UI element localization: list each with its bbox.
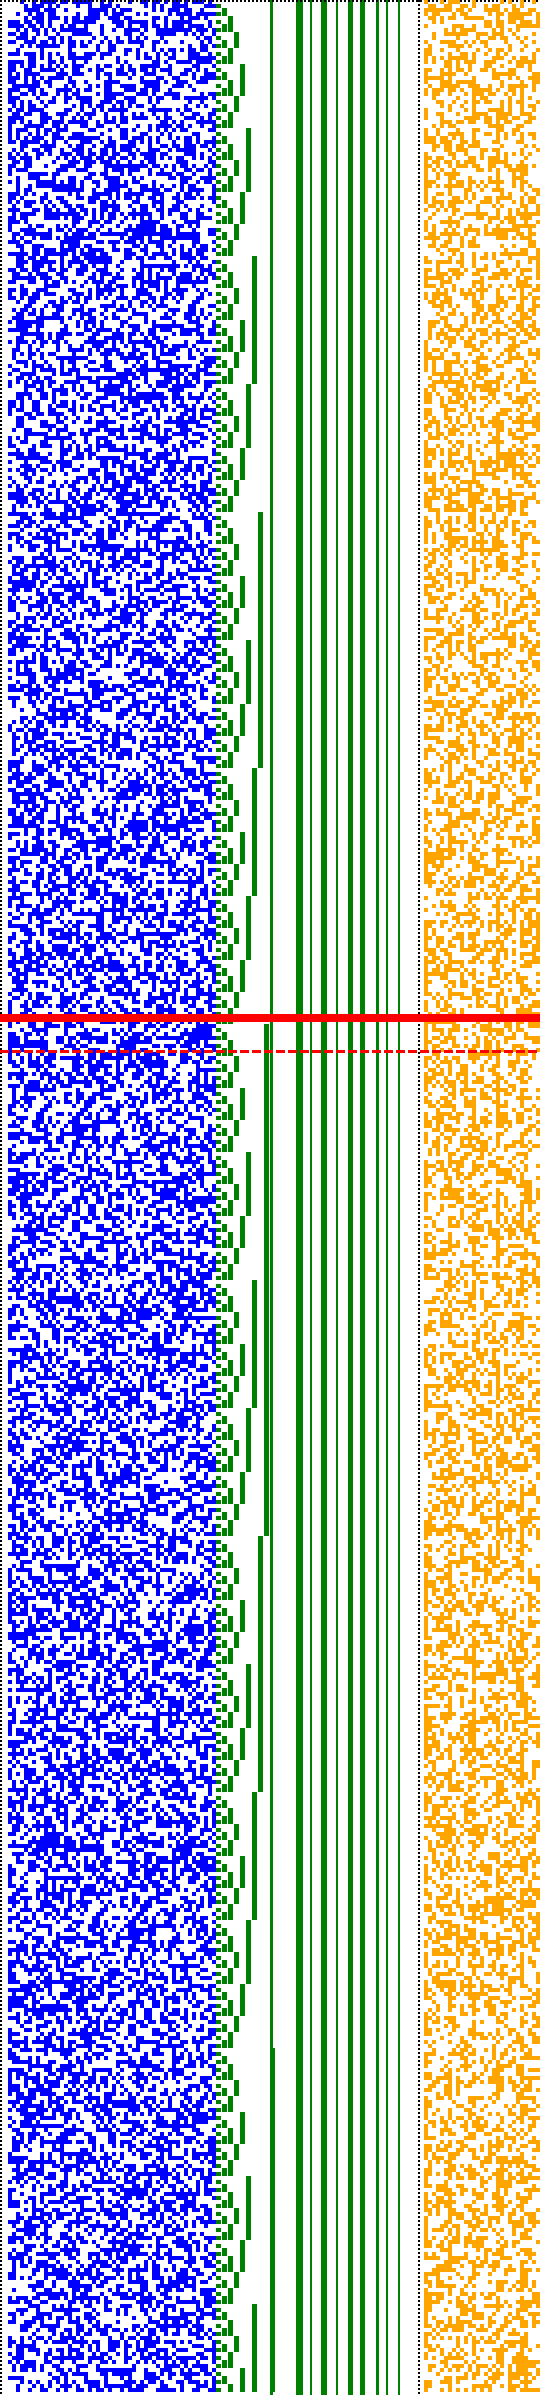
green-bar — [310, 0, 312, 2395]
green-bar — [321, 0, 327, 2395]
green-bar — [360, 0, 365, 2395]
red-highlight-dashed — [0, 1050, 537, 1053]
green-bar — [398, 0, 400, 2395]
green-bar — [336, 0, 338, 2395]
green-bar — [376, 0, 379, 2395]
green-staircase-bits — [216, 4, 275, 2392]
red-highlight-band — [0, 1014, 540, 1022]
blue-random-matrix — [8, 0, 216, 2392]
green-vertical-bars — [270, 0, 400, 2395]
orange-random-matrix — [424, 0, 540, 2392]
green-bar — [296, 0, 303, 2395]
green-bar — [270, 0, 273, 2395]
blue-matrix-cells — [8, 0, 216, 2392]
green-bar — [386, 0, 388, 2395]
red-highlights — [0, 1014, 540, 1053]
orange-matrix-cells — [424, 0, 540, 2392]
green-staircase-cells — [216, 4, 275, 2392]
green-bar — [348, 0, 353, 2395]
